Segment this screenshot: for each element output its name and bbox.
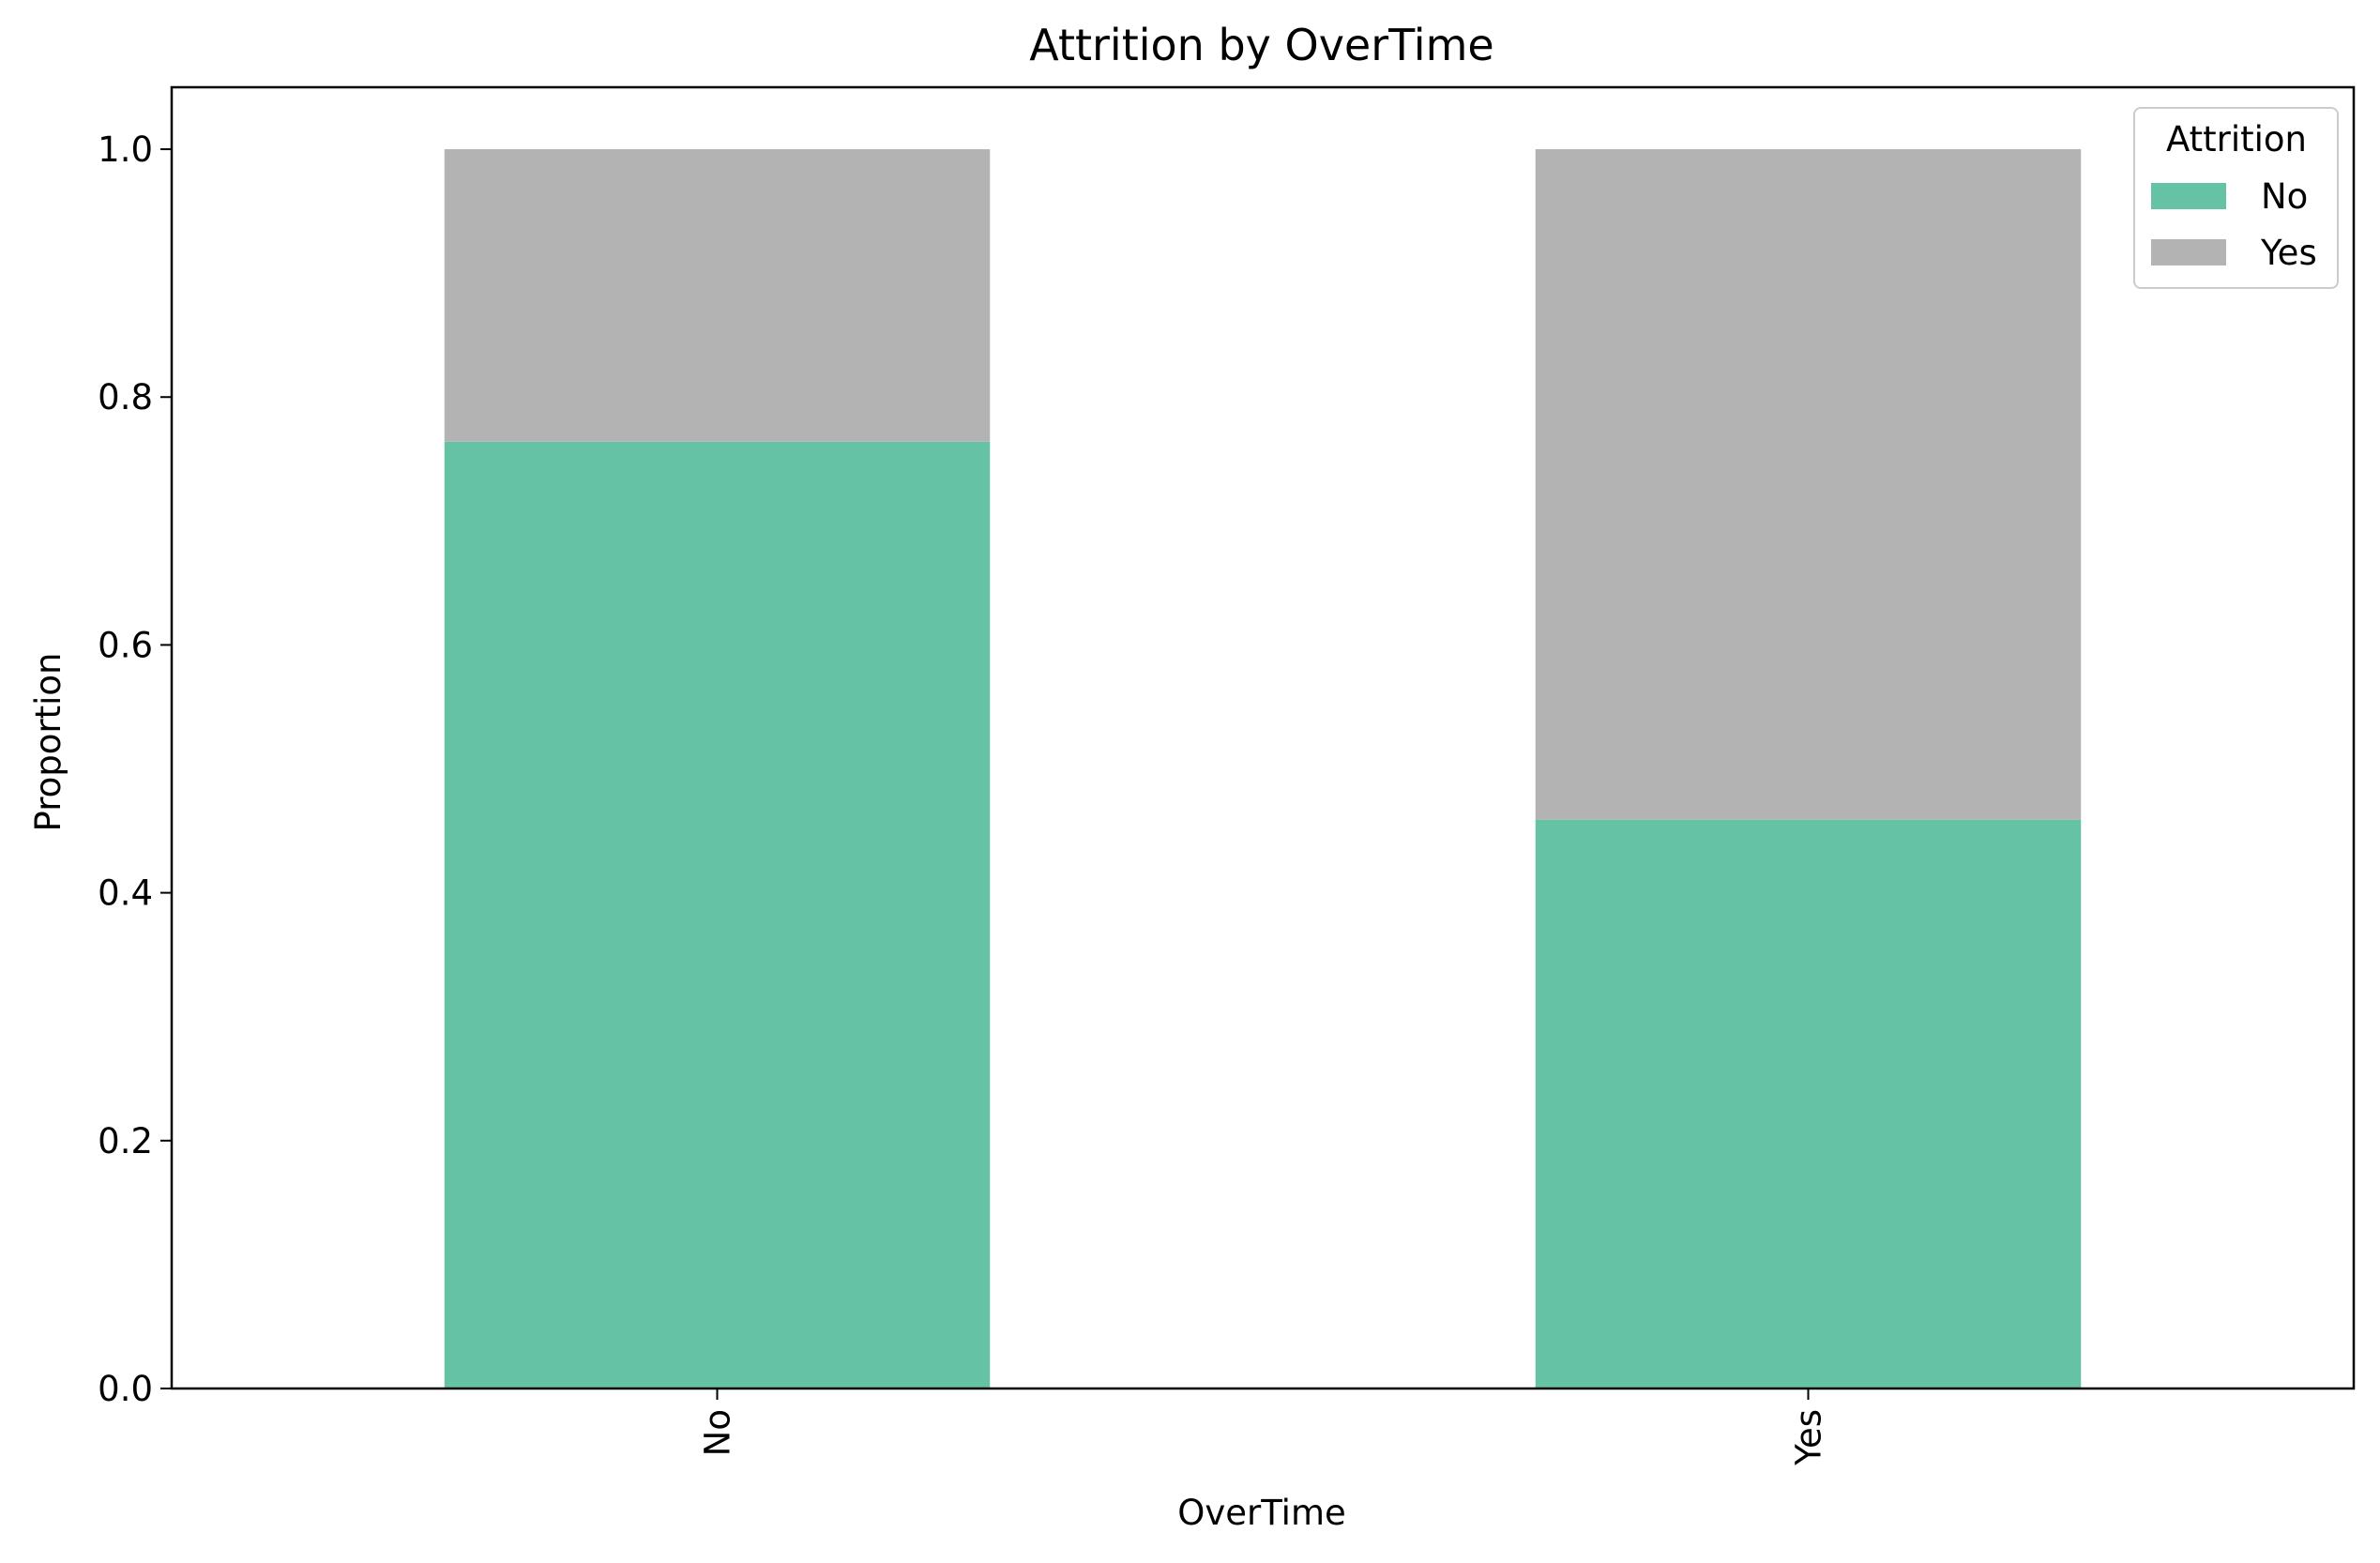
y-tick-label: 0.8	[98, 377, 153, 417]
legend: Attrition No Yes	[2133, 107, 2339, 289]
y-tick-label: 1.0	[98, 129, 153, 170]
legend-swatch-no	[2151, 183, 2226, 209]
legend-label-no: No	[2261, 176, 2308, 217]
bar-overtime-no-attrition-no	[444, 441, 991, 1389]
bar-overtime-no-attrition-yes	[444, 149, 991, 442]
x-tick-label-yes: Yes	[1789, 1409, 1829, 1466]
bar-overtime-yes-attrition-no	[1535, 819, 2082, 1388]
plot-frame	[170, 85, 2356, 1390]
chart-title: Attrition by OverTime	[1029, 20, 1493, 70]
y-tick-label: 0.0	[98, 1369, 153, 1409]
legend-title: Attrition	[2166, 119, 2307, 159]
y-tick-label: 0.4	[98, 873, 153, 914]
legend-label-yes: Yes	[2260, 233, 2317, 273]
y-tick-label: 0.6	[98, 625, 153, 665]
x-axis-label: OverTime	[1177, 1493, 1346, 1533]
y-axis-label: Proportion	[28, 653, 68, 832]
legend-swatch-yes	[2151, 239, 2226, 266]
x-tick-label-no: No	[698, 1409, 738, 1456]
y-tick-label: 0.2	[98, 1121, 153, 1161]
axes-layer: 0.0 0.2 0.4 0.6 0.8 1.0 No Yes	[98, 85, 2356, 1466]
bar-overtime-yes-attrition-yes	[1535, 149, 2082, 820]
bars-layer	[444, 149, 2082, 1389]
